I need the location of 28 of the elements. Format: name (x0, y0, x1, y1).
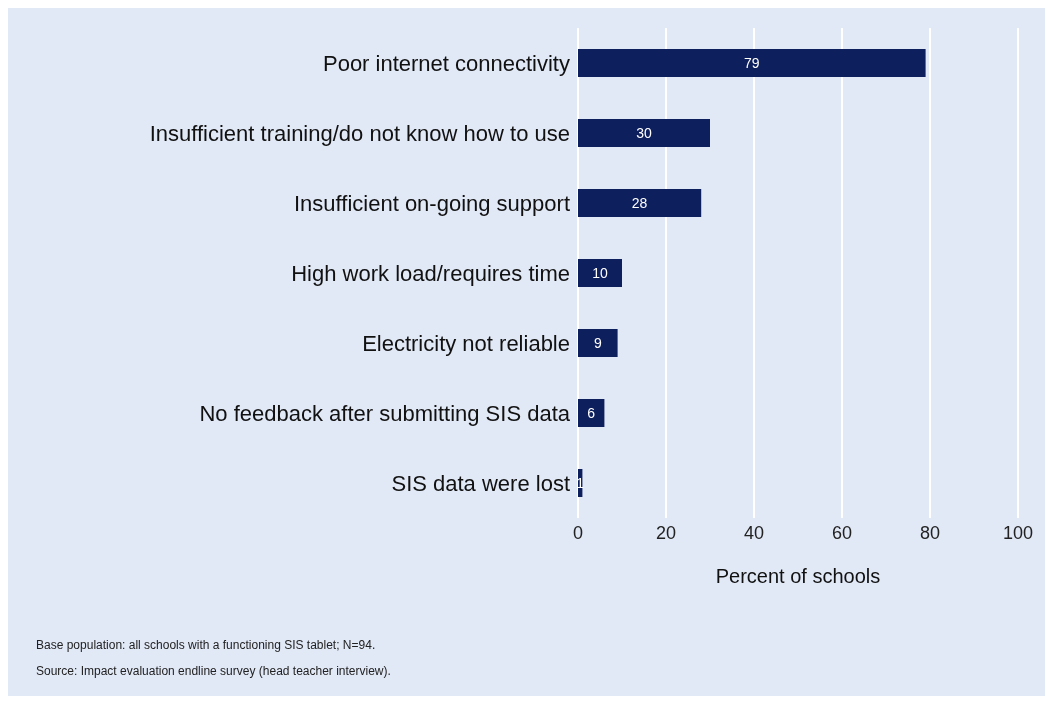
x-tick-label: 80 (919, 522, 941, 543)
data-label: 9 (593, 334, 602, 351)
data-label: 10 (592, 264, 608, 281)
bar (578, 49, 926, 77)
bar (578, 329, 618, 357)
y-tick-label: SIS data were lost (391, 470, 570, 496)
text: Base population: all schools with a functioning SIS tablet; N=94. (36, 637, 377, 654)
data-label: 6 (587, 404, 596, 421)
y-tick-label: Insufficient on-going support (294, 190, 570, 216)
data-label: 28 (631, 194, 648, 211)
x-tick-label: 20 (655, 522, 677, 543)
x-tick-label: 0 (572, 522, 584, 543)
y-tick-label: Poor internet connectivity (322, 50, 570, 76)
data-label: 30 (636, 124, 652, 141)
y-tick-label: Insufficient training/do not know how to use (149, 120, 570, 146)
x-axis-title: Percent of schools (715, 565, 881, 587)
y-tick-label: Electricity not reliable (362, 330, 570, 356)
y-tick-label: High work load/requires time (291, 260, 570, 286)
y-tick-label: No feedback after submitting SIS data (199, 400, 571, 426)
bar (578, 189, 702, 217)
source-note: Source: Impact evaluation endline survey (head teacher interview). (36, 663, 392, 680)
data-label: 79 (744, 54, 760, 71)
x-tick-label: 60 (831, 522, 853, 543)
bar (578, 399, 605, 427)
bar (578, 119, 710, 147)
bar (578, 259, 622, 287)
x-tick-label: 40 (743, 522, 765, 543)
x-tick-label: 100 (1002, 522, 1034, 543)
